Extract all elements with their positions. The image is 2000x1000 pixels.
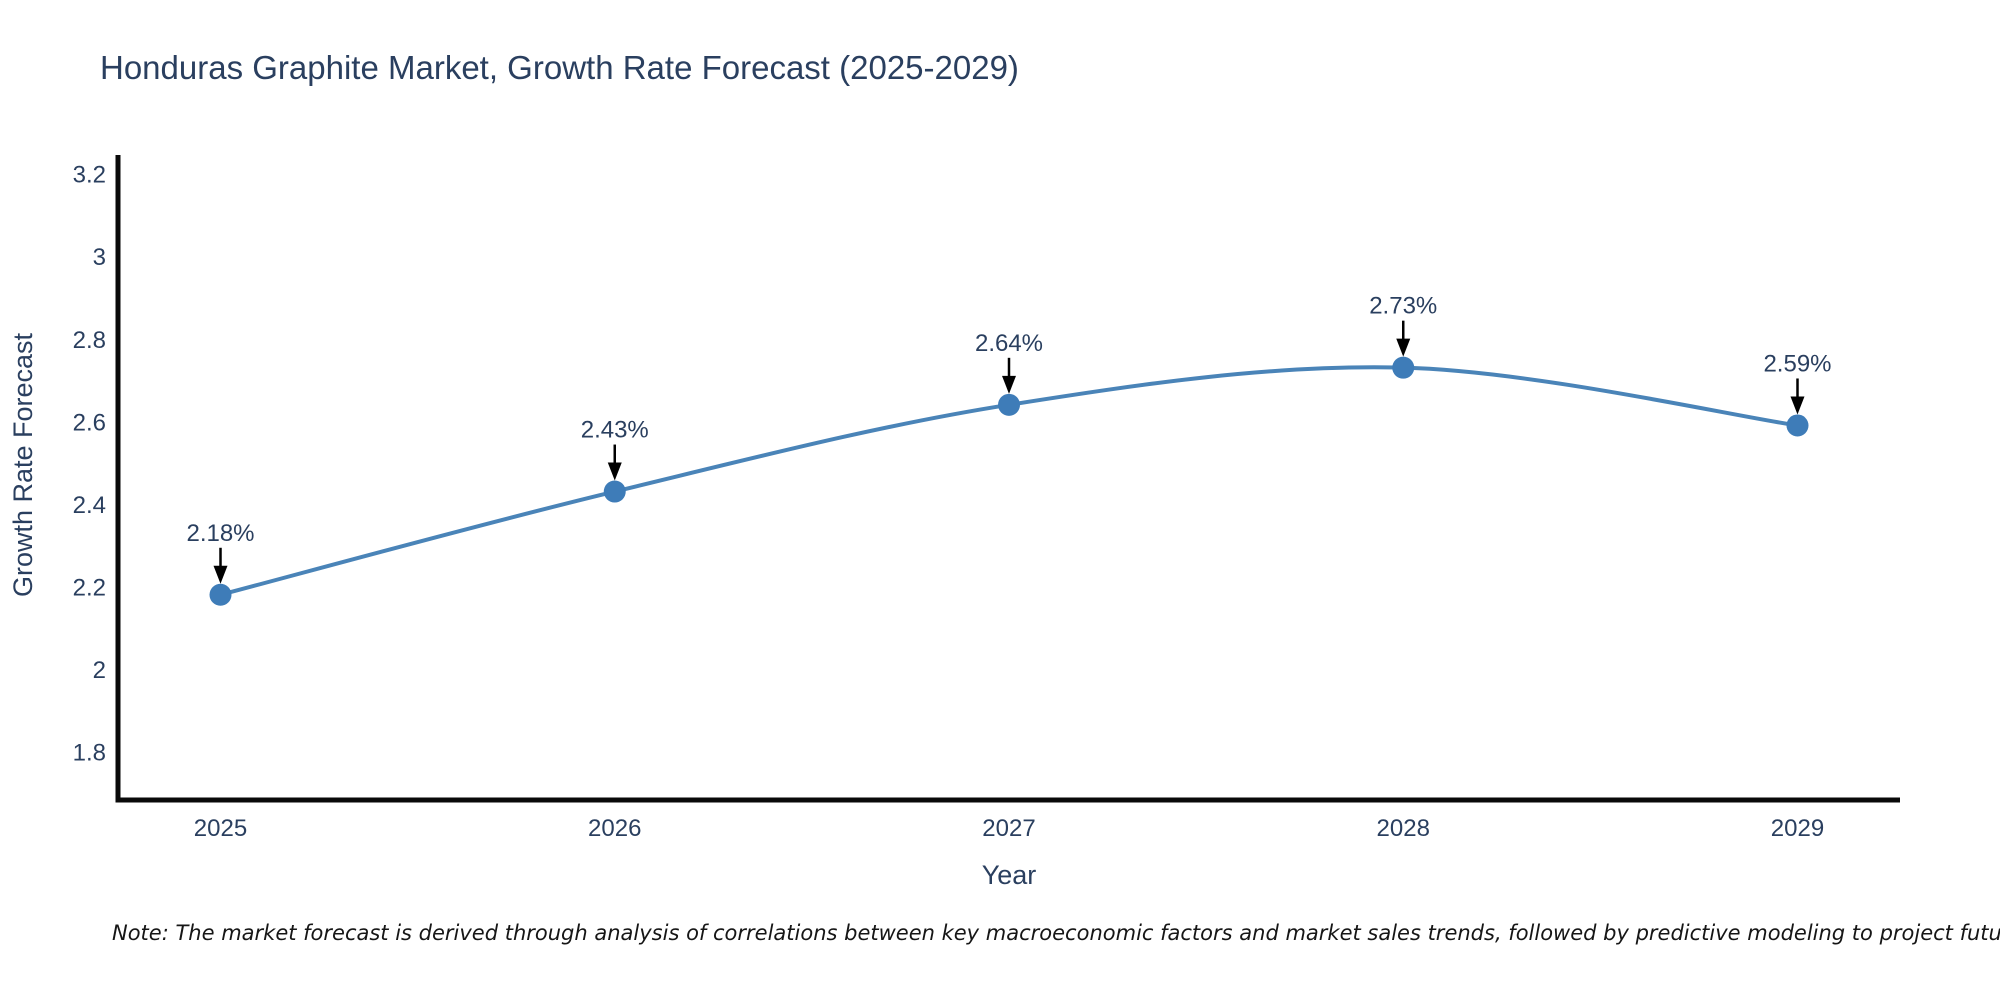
annotation-arrow-head-2027 bbox=[1002, 375, 1016, 394]
annotation-arrow-head-2029 bbox=[1790, 396, 1805, 415]
annotation-arrow-head-2025 bbox=[213, 565, 228, 584]
data-point-marker-2027[interactable] bbox=[998, 393, 1020, 416]
footnote: Note: The market forecast is derived thr… bbox=[112, 921, 2000, 945]
annotation-arrow-head-2026 bbox=[607, 462, 622, 481]
chart-title: Honduras Graphite Market, Growth Rate Fo… bbox=[100, 49, 1019, 86]
data-point-marker-2025[interactable] bbox=[209, 583, 232, 606]
data-point-marker-2026[interactable] bbox=[603, 480, 626, 503]
point-annotation-2027: 2.64% bbox=[975, 330, 1043, 357]
plot-layer: 1.8 2 2.2 2.4 2.6 2.8 3 3.2 2025 2026 2027 2028 2029… bbox=[73, 155, 1900, 842]
x-tick-label-2029: 2029 bbox=[1771, 815, 1824, 842]
data-point-marker-2028[interactable] bbox=[1392, 356, 1415, 379]
y-tick-label-2: 2 bbox=[93, 657, 106, 684]
x-tick-label-2025: 2025 bbox=[194, 815, 247, 842]
x-tick-label-2028: 2028 bbox=[1377, 815, 1430, 842]
point-annotation-2025: 2.18% bbox=[186, 520, 254, 547]
y-tick-label-3: 3 bbox=[93, 244, 106, 271]
y-axis-title: Growth Rate Forecast bbox=[8, 332, 38, 597]
x-tick-label-2026: 2026 bbox=[588, 815, 641, 842]
x-tick-label-2027: 2027 bbox=[982, 815, 1035, 842]
y-tick-label-1.8: 1.8 bbox=[73, 740, 106, 767]
point-annotation-2029: 2.59% bbox=[1763, 350, 1831, 377]
point-annotation-2026: 2.43% bbox=[581, 417, 649, 444]
y-tick-label-2.2: 2.2 bbox=[73, 575, 106, 602]
y-tick-label-2.4: 2.4 bbox=[73, 492, 106, 519]
y-tick-label-2.8: 2.8 bbox=[73, 327, 106, 354]
x-axis-title: Year bbox=[982, 860, 1037, 890]
point-annotation-2028: 2.73% bbox=[1369, 293, 1437, 320]
annotation-arrow-head-2028 bbox=[1396, 338, 1411, 357]
data-point-marker-2029[interactable] bbox=[1786, 414, 1809, 437]
y-tick-label-3.2: 3.2 bbox=[73, 162, 106, 189]
y-tick-label-2.6: 2.6 bbox=[73, 409, 106, 436]
